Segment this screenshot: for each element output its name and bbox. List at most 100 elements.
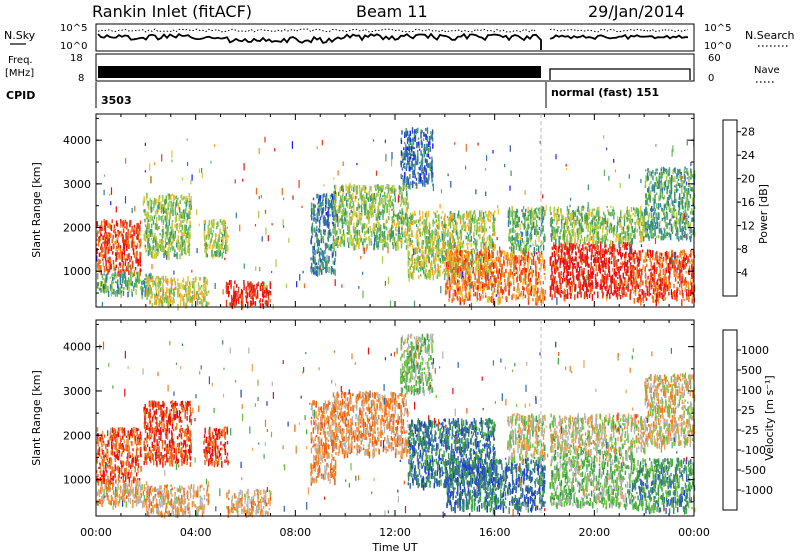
power-cell xyxy=(362,186,365,191)
power-cell xyxy=(632,213,634,216)
power-cell xyxy=(188,192,190,197)
power-cell xyxy=(599,253,601,260)
power-cell xyxy=(162,247,164,253)
power-cell xyxy=(491,222,494,229)
power-cell xyxy=(370,241,373,246)
power-cell xyxy=(339,186,341,193)
power-cell xyxy=(399,203,402,207)
power-cell xyxy=(526,254,528,262)
power-cell xyxy=(381,185,384,193)
power-cell xyxy=(494,244,496,249)
power-cell xyxy=(443,258,445,264)
power-cell xyxy=(590,212,593,217)
power-cell xyxy=(347,203,349,209)
power-cell xyxy=(488,240,490,247)
power-cell xyxy=(533,221,535,229)
power-cell xyxy=(312,197,315,201)
power-cell xyxy=(492,227,494,233)
power-cell xyxy=(516,256,518,264)
power-cell xyxy=(424,236,427,242)
power-cell xyxy=(160,240,162,243)
power-cell xyxy=(123,243,126,250)
power-cell xyxy=(144,224,147,227)
power-cell xyxy=(485,254,487,261)
power-cell xyxy=(146,226,148,232)
power-cell xyxy=(430,234,432,238)
power-cell xyxy=(234,298,236,302)
power-cell xyxy=(602,248,604,253)
power-cell xyxy=(445,262,448,265)
power-cell xyxy=(523,253,525,261)
power-cell xyxy=(487,219,490,222)
power-cell xyxy=(454,257,456,263)
power-cell xyxy=(226,287,228,293)
power-cell xyxy=(337,237,339,243)
power-cell xyxy=(606,224,609,228)
power-cell xyxy=(444,235,446,238)
power-cell xyxy=(508,207,511,214)
power-cell xyxy=(554,242,557,248)
power-cell xyxy=(167,252,170,259)
power-cell xyxy=(566,289,569,293)
power-cell xyxy=(488,252,490,259)
power-cell xyxy=(489,276,492,280)
power-cell xyxy=(367,197,370,202)
power-cell xyxy=(409,266,411,271)
power-cell xyxy=(135,227,137,235)
power-cell xyxy=(238,300,240,304)
power-cell xyxy=(326,224,329,228)
power-cell xyxy=(126,283,128,287)
power-cell xyxy=(549,293,551,297)
power-cell xyxy=(484,226,486,229)
power-cell xyxy=(346,232,348,235)
power-cell xyxy=(335,184,337,191)
power-cell xyxy=(96,243,98,246)
power-cell xyxy=(174,281,177,286)
power-cell xyxy=(107,259,109,262)
power-cell xyxy=(537,208,540,212)
power-cell xyxy=(318,229,320,233)
power-cell xyxy=(242,296,244,304)
power-cell xyxy=(144,211,146,216)
power-cell xyxy=(542,216,545,221)
power-cell xyxy=(580,258,582,263)
power-cell xyxy=(185,288,187,293)
power-cell xyxy=(138,281,141,284)
power-cell xyxy=(494,210,496,213)
power-cell xyxy=(584,242,586,245)
nave-trace xyxy=(549,68,691,80)
power-cell xyxy=(113,276,115,281)
power-cell xyxy=(571,229,573,233)
power-cell xyxy=(407,202,409,209)
power-cell xyxy=(118,256,120,260)
power-cell xyxy=(178,213,181,218)
power-cell xyxy=(483,234,485,241)
power-cell xyxy=(529,234,531,241)
power-cell xyxy=(516,215,519,219)
power-cell xyxy=(114,291,117,297)
power-cell xyxy=(453,238,456,244)
power-cell xyxy=(105,236,107,244)
power-cell xyxy=(374,228,376,232)
power-cell xyxy=(265,292,267,297)
power-cell xyxy=(450,242,452,248)
power-cell xyxy=(539,291,541,296)
power-cell xyxy=(409,229,411,232)
power-cell xyxy=(387,188,390,194)
power-cell xyxy=(436,240,438,246)
power-cell xyxy=(117,279,119,285)
beam-title: Beam 11 xyxy=(356,2,428,21)
power-cell xyxy=(407,220,409,223)
power-cell xyxy=(214,239,216,244)
power-cell xyxy=(335,210,337,217)
power-cell xyxy=(322,194,324,201)
power-cell xyxy=(391,186,393,193)
power-cell xyxy=(570,242,572,250)
power-cell xyxy=(217,221,219,227)
power-cell xyxy=(111,239,113,244)
power-cell xyxy=(105,260,107,267)
power-cell xyxy=(432,274,435,281)
power-cell xyxy=(234,291,236,298)
power-cell xyxy=(425,270,427,276)
power-cell xyxy=(332,250,334,257)
